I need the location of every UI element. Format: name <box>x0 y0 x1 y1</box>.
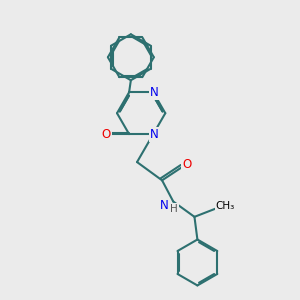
Text: N: N <box>160 199 169 212</box>
Text: N: N <box>149 86 158 99</box>
Text: O: O <box>102 128 111 141</box>
Text: CH₃: CH₃ <box>215 201 235 211</box>
Text: O: O <box>182 158 191 171</box>
Text: H: H <box>170 204 178 214</box>
Text: N: N <box>149 128 158 141</box>
